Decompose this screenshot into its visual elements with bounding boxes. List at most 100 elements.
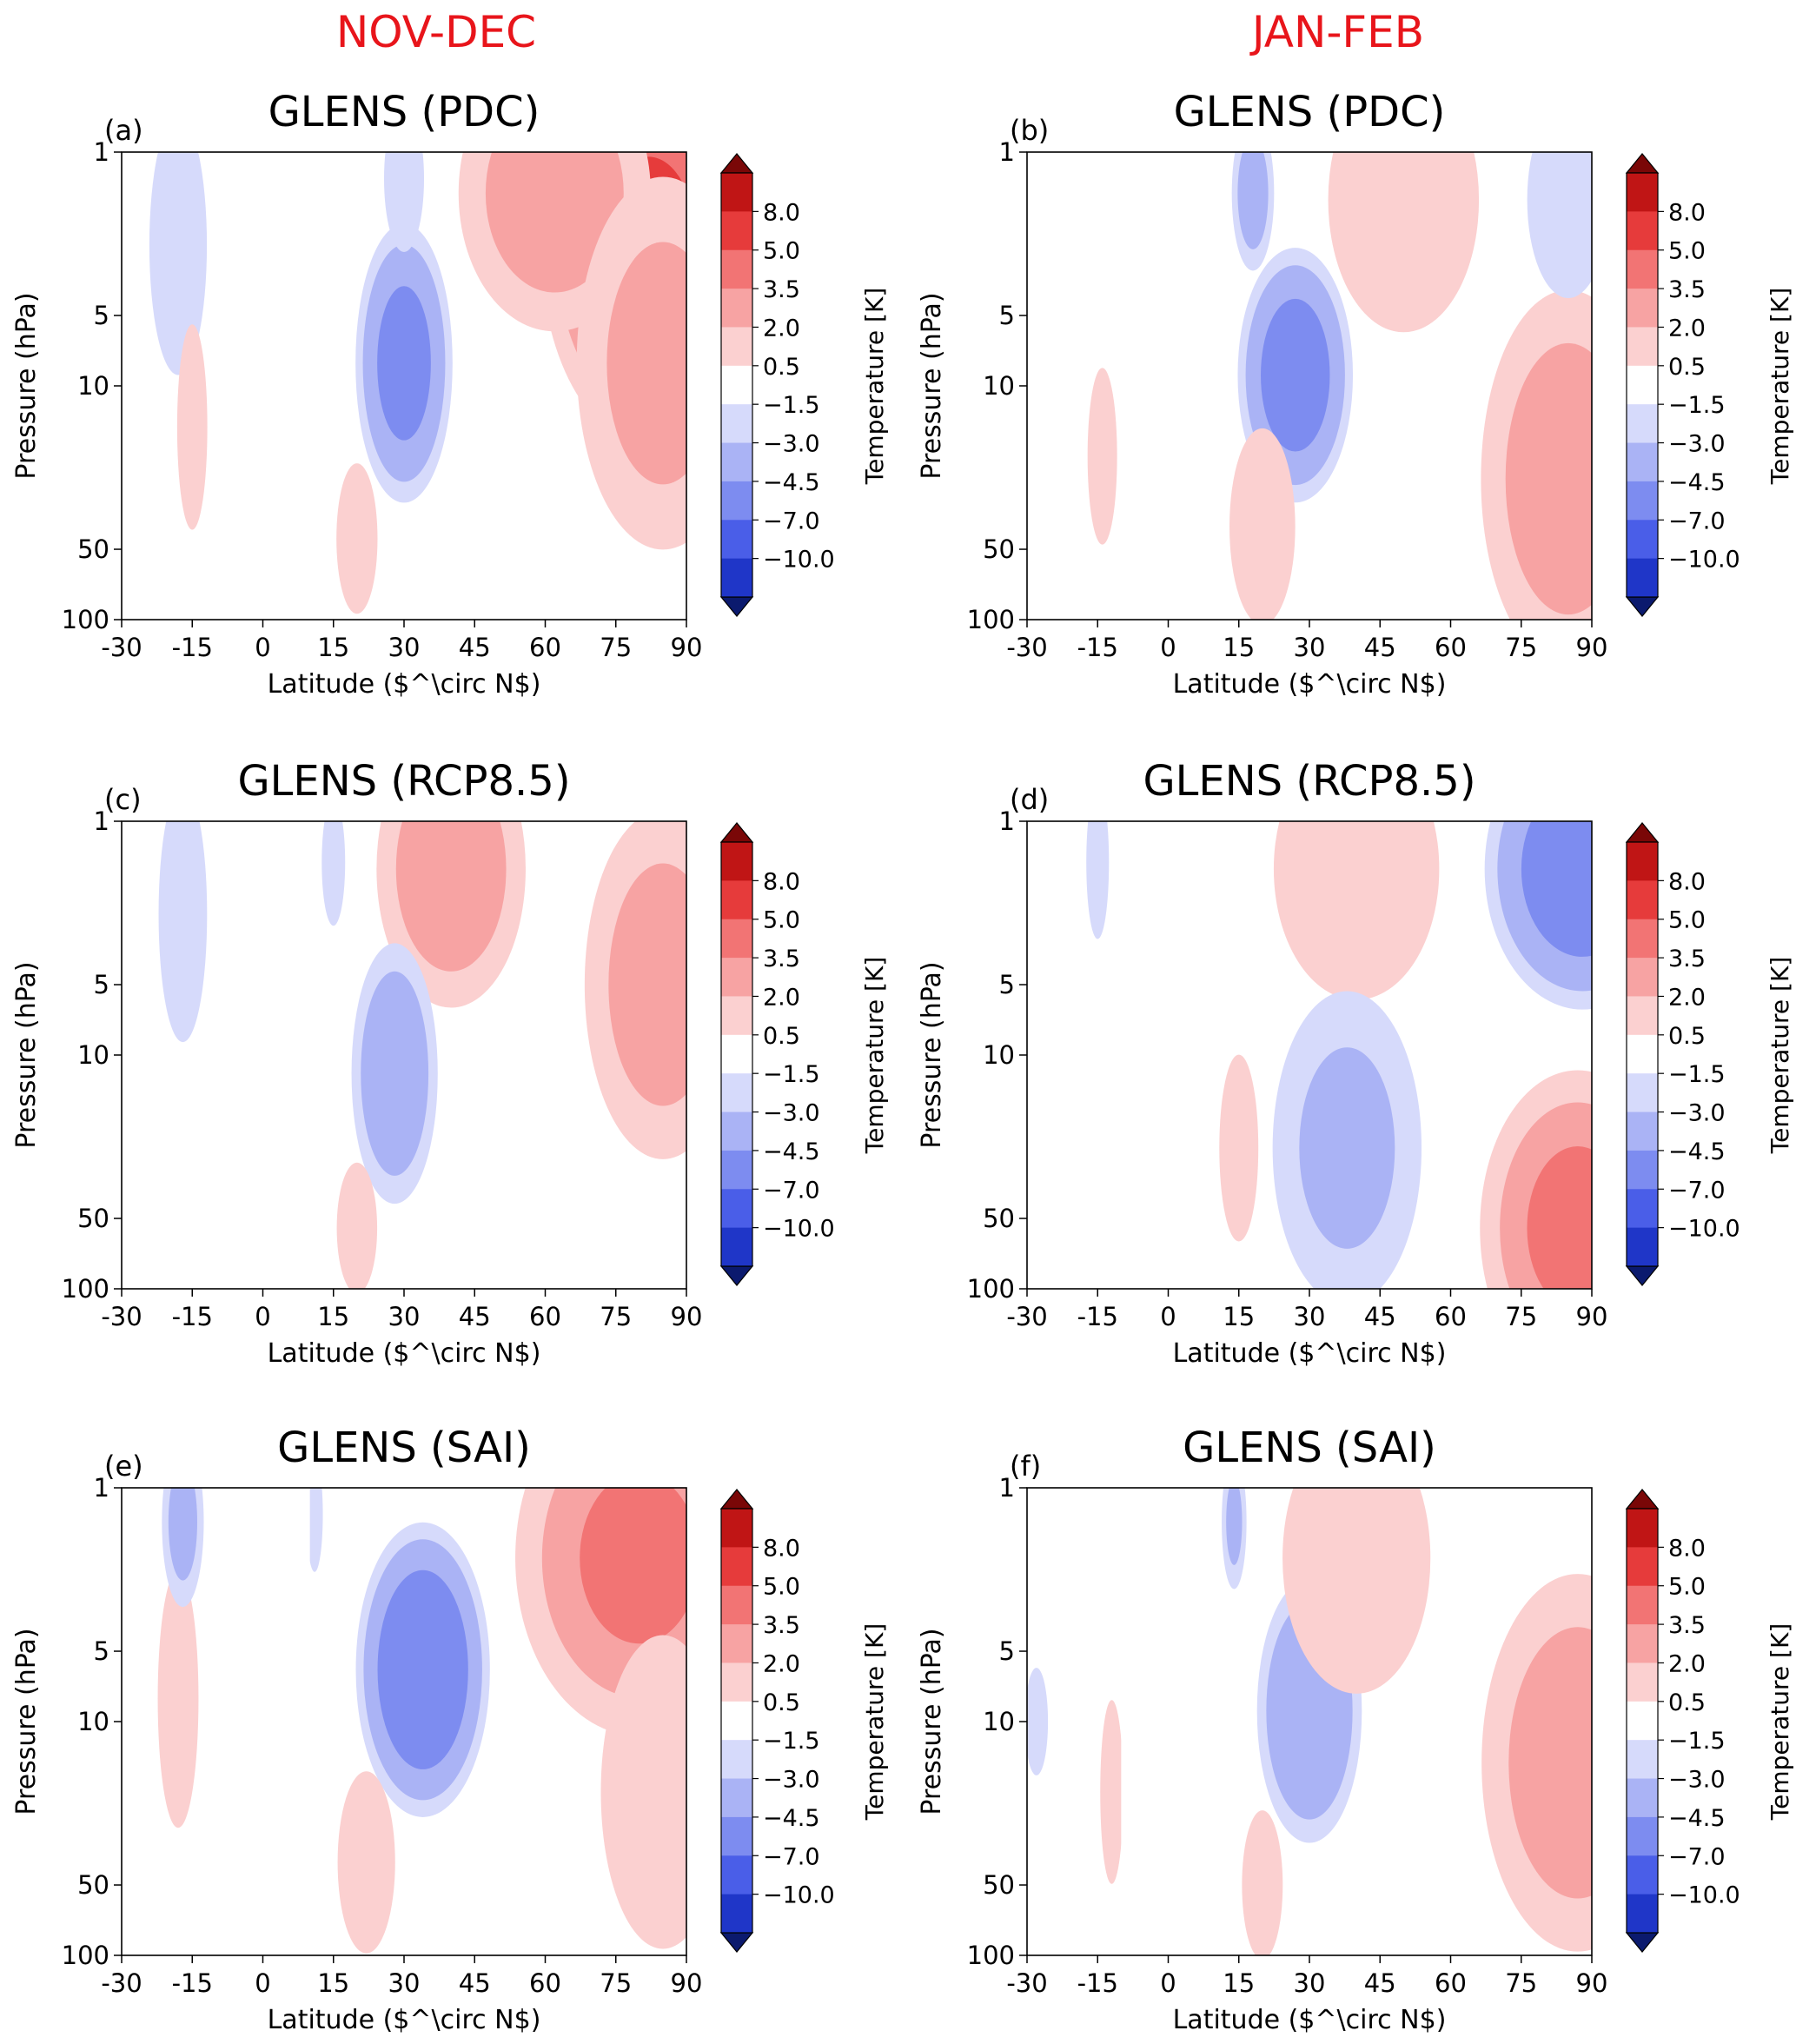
x-tick-label: -30 [1006,1302,1047,1331]
anomaly-warm [337,1771,395,1954]
colorbar-band [721,289,752,328]
colorbar-band [721,1112,752,1151]
panel-title: GLENS (RCP8.5) [1143,757,1475,806]
anomaly-warm [1219,1054,1259,1242]
anomaly-warm [1481,1574,1592,1952]
y-tick-label: 50 [77,1870,109,1900]
x-tick-label: 30 [1294,1968,1326,1998]
colorbar-tick-label: 3.5 [763,276,800,303]
masked-band [1121,152,1216,620]
x-axis-label: Latitude ($^\circ N$) [268,669,541,700]
colorbar-band [721,1855,752,1895]
colorbar-band [1627,1778,1658,1818]
colorbar-band [721,1150,752,1190]
colorbar-tick-label: −7.0 [1668,508,1726,534]
colorbar-tick-label: −4.5 [763,1805,820,1832]
colorbar-tick-label: −4.5 [1668,469,1726,496]
colorbar-band [1627,1894,1658,1934]
x-tick-label: -15 [172,1968,213,1998]
y-tick-label: 50 [983,534,1015,564]
x-tick-label: 75 [1505,633,1537,662]
anomaly-warm [1100,1700,1123,1884]
colorbar-tick-label: −4.5 [1668,1805,1726,1832]
colorbar-tick-label: −4.5 [763,469,820,496]
x-tick-label: 0 [255,1302,270,1331]
x-tick-label: -30 [1006,633,1047,662]
panel-letter: (e) [104,1450,143,1483]
x-tick-label: 0 [1160,1302,1176,1331]
colorbar-tick-label: 0.5 [1668,354,1706,381]
x-tick-label: 15 [317,633,349,662]
colorbar: 8.0 5.0 3.5 2.0 0.5 −1.5 −3.0 −4.5 −7.0 −10.0 Temp… [1625,153,1794,617]
contour-band [149,152,208,375]
contour-band [1261,298,1330,452]
y-tick-label: 10 [983,1040,1015,1070]
colorbar-band [721,1509,752,1548]
x-tick-label: 60 [1435,1968,1467,1998]
x-tick-label: 30 [1294,633,1326,662]
colorbar-band [1627,1073,1658,1113]
x-axis-label: Latitude ($^\circ N$) [268,2005,541,2035]
colorbar-tick-label: −10.0 [763,547,835,574]
y-tick-label: 5 [94,970,109,999]
colorbar-band [1627,1034,1658,1074]
colorbar-label: Temperature [K] [860,1623,889,1821]
contour-band [1086,821,1110,939]
anomaly-warm [1273,821,1440,1000]
contour-band [361,971,429,1176]
anomaly-cold [1086,821,1110,939]
anomaly-cold [162,1488,204,1608]
x-tick-label: 15 [1223,1968,1255,1998]
anomaly-cold [149,152,208,375]
column-title-jan-feb: JAN-FEB [1251,7,1425,57]
colorbar-tick-label: 2.0 [1668,984,1706,1011]
colorbar-tick-label: −3.0 [1668,431,1726,458]
y-tick-label: 5 [94,301,109,330]
contour-band [1242,1810,1283,1955]
colorbar-band [1627,365,1658,405]
colorbar-tick-label: 5.0 [1668,238,1706,265]
contour-band [336,1162,378,1289]
colorbar-tick-label: −10.0 [1668,547,1740,574]
contour-band [1273,821,1440,1000]
colorbar-tick-label: 3.5 [1668,276,1706,303]
colorbar-band [721,1894,752,1934]
colorbar-band [721,919,752,959]
y-tick-label: 1 [94,1473,109,1503]
anomaly-cold [1527,152,1592,298]
y-tick-label: 50 [983,1204,1015,1233]
x-axis-label: Latitude ($^\circ N$) [1173,1338,1447,1369]
colorbar-tick-label: 5.0 [763,907,800,934]
colorbar-band [721,1701,752,1741]
colorbar-label: Temperature [K] [860,957,889,1154]
contour-band [377,286,431,441]
x-tick-label: 90 [671,1968,703,1998]
colorbar-tick-label: 0.5 [763,1689,800,1716]
anomaly-warm [1087,368,1117,545]
colorbar-tick-label: 5.0 [1668,1574,1706,1601]
contour-band [321,821,346,926]
x-tick-label: -15 [1077,1968,1118,1998]
anomaly-warm [1229,428,1296,620]
panel-title: GLENS (PDC) [268,88,540,136]
x-tick-label: -30 [101,1968,142,1998]
x-tick-label: 75 [600,633,632,662]
y-tick-label: 100 [62,1274,109,1304]
x-axis-label: Latitude ($^\circ N$) [1173,669,1447,700]
x-tick-label: 75 [600,1302,632,1331]
colorbar-band [721,365,752,405]
y-tick-label: 50 [983,1870,1015,1900]
x-tick-label: -30 [1006,1968,1047,1998]
anomaly-cold [1222,1488,1247,1589]
colorbar-band [721,1034,752,1074]
contour-band [1521,821,1592,957]
colorbar-band [721,1778,752,1818]
colorbar-tick-label: −10.0 [763,1882,835,1909]
y-tick-label: 5 [999,301,1015,330]
colorbar-band [1627,327,1658,367]
colorbar-band [1627,558,1658,598]
colorbar-band [721,1816,752,1856]
colorbar-band [1627,1816,1658,1856]
y-tick-label: 1 [94,137,109,167]
